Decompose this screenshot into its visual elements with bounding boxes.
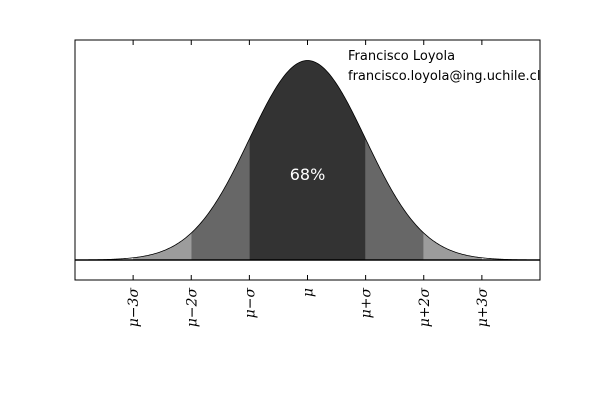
author-name: Francisco Loyola [348, 49, 455, 64]
tick-label: μ−σ [242, 288, 258, 319]
density-curve [75, 60, 540, 261]
band-2 [249, 60, 366, 260]
tick-label: μ+2σ [417, 288, 433, 328]
tick-label: μ−3σ [126, 288, 142, 328]
tick-label: μ+3σ [475, 288, 491, 328]
tick-label: μ−2σ [184, 288, 200, 328]
center-percentage-label: 68% [290, 165, 326, 184]
tick-label: μ [301, 288, 317, 297]
author-email: francisco.loyola@ing.uchile.cl [348, 69, 540, 84]
band-0 [133, 233, 192, 260]
band-4 [423, 233, 482, 260]
tick-label: μ+σ [359, 288, 375, 319]
x-ticks: μ−3σ μ−2σ μ−σ μ μ+σ μ+2σ μ+3σ [126, 40, 491, 327]
